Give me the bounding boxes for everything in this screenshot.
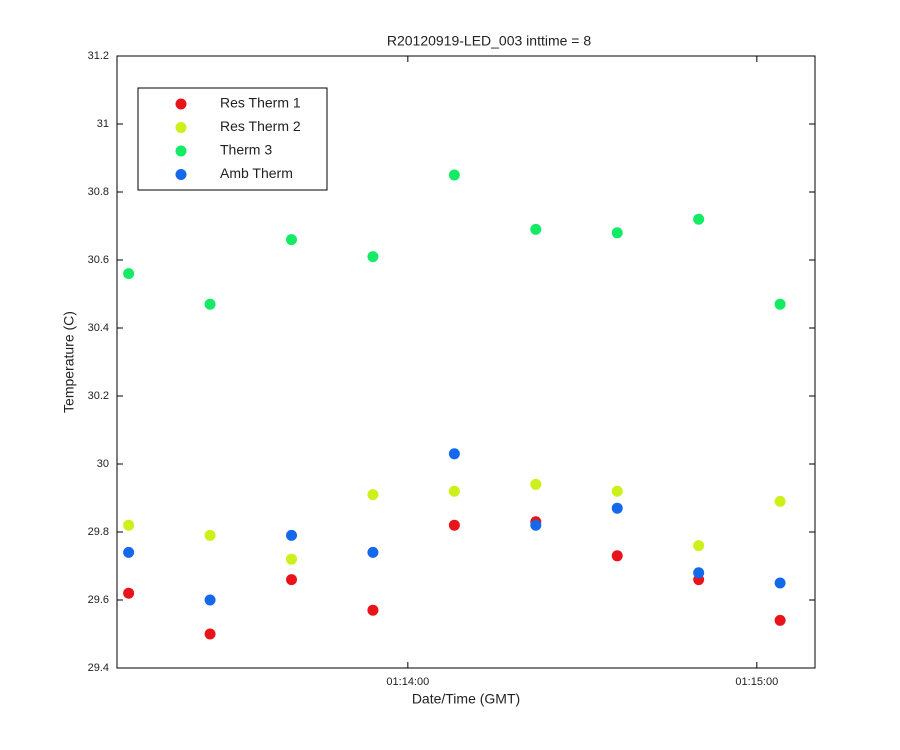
point <box>286 574 297 586</box>
legend-marker <box>175 98 187 110</box>
point <box>204 628 216 640</box>
point <box>530 519 542 531</box>
y-tick-label: 29.8 <box>88 526 109 538</box>
point <box>204 529 216 541</box>
legend-label: Res Therm 1 <box>220 95 301 111</box>
legend-marker <box>175 122 187 133</box>
point <box>448 485 460 497</box>
y-tick-label: 30 <box>97 458 109 470</box>
legend-label: Res Therm 2 <box>220 118 301 134</box>
point <box>286 529 297 541</box>
point <box>123 546 135 558</box>
point <box>123 268 135 280</box>
y-tick-label: 31.2 <box>88 50 109 62</box>
y-axis-label: Temperature (C) <box>61 311 77 413</box>
point <box>448 169 460 181</box>
point <box>367 489 379 501</box>
point <box>367 546 379 558</box>
y-tick-label: 30.2 <box>88 390 109 402</box>
point <box>611 502 623 514</box>
legend-label: Therm 3 <box>220 142 272 158</box>
point <box>123 519 135 531</box>
point <box>693 540 705 552</box>
point <box>286 234 297 246</box>
y-tick-label: 30.4 <box>88 322 109 334</box>
point <box>204 298 216 310</box>
y-tick-label: 29.6 <box>88 594 109 606</box>
y-tick-label: 29.4 <box>88 662 109 674</box>
chart-title: R20120919-LED_003 inttime = 8 <box>387 33 592 49</box>
point <box>530 223 542 235</box>
point <box>448 519 460 531</box>
point <box>611 227 623 239</box>
x-tick-label: 01:15:00 <box>735 676 778 688</box>
point <box>367 251 379 263</box>
point <box>286 553 297 565</box>
point <box>367 604 379 616</box>
y-tick-label: 30.6 <box>88 254 109 266</box>
x-axis-label: Date/Time (GMT) <box>412 691 520 707</box>
x-tick-label: 01:14:00 <box>386 676 429 688</box>
y-tick-label: 30.8 <box>88 186 109 198</box>
point <box>611 485 623 497</box>
legend-marker <box>175 145 187 157</box>
point <box>611 550 623 562</box>
legend-marker <box>175 169 187 180</box>
legend-box <box>137 87 328 191</box>
point <box>204 594 216 606</box>
point <box>693 567 705 579</box>
point <box>530 478 542 490</box>
point <box>774 577 786 589</box>
point <box>774 614 786 626</box>
point <box>774 298 786 310</box>
legend-label: Amb Therm <box>220 165 293 181</box>
y-tick-label: 31 <box>97 118 109 130</box>
point <box>123 587 135 599</box>
point <box>448 448 460 460</box>
point <box>774 495 786 507</box>
point <box>693 213 705 225</box>
